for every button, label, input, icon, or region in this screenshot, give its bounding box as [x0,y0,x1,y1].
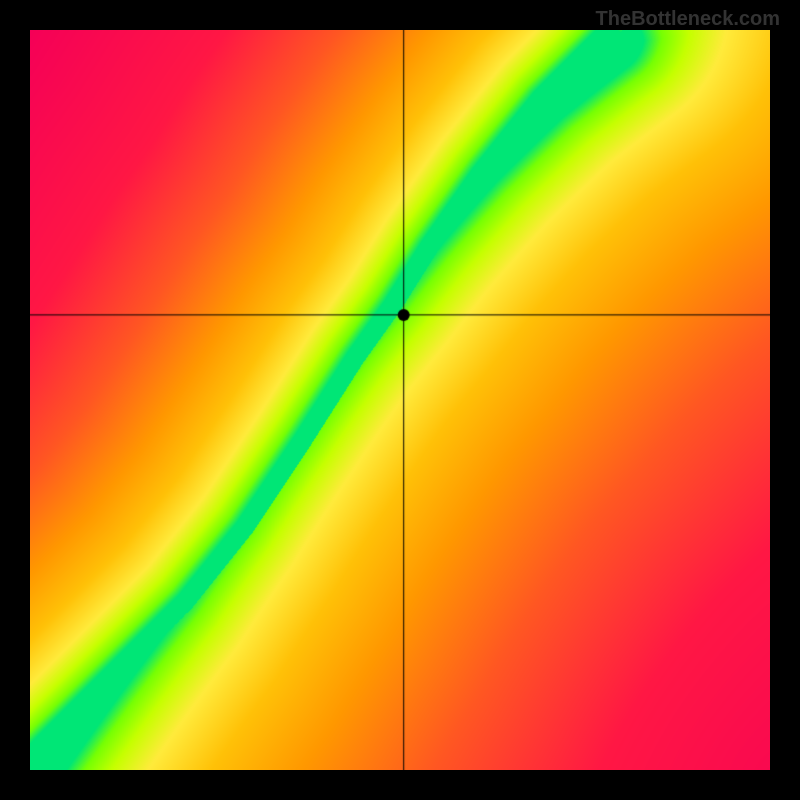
bottleneck-heatmap-chart [30,30,770,770]
watermark-text: TheBottleneck.com [596,8,780,31]
heatmap-canvas [30,30,770,770]
